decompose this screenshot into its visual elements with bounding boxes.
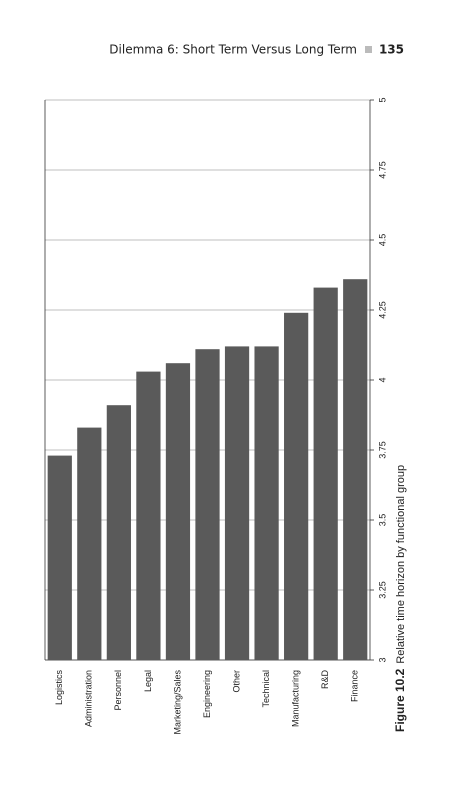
caption: Figure 10.2 Relative time horizon by func… — [393, 465, 407, 732]
page-number: 135 — [379, 43, 404, 57]
x-tick-label: Engineering — [202, 670, 212, 718]
x-tick-label: Logistics — [54, 670, 64, 706]
x-tick-label: Technical — [261, 670, 271, 708]
separator — [365, 46, 372, 53]
y-tick-label: 4.25 — [377, 301, 387, 319]
bar — [165, 363, 191, 660]
running-title: Dilemma 6: Short Term Versus Long Term — [109, 43, 357, 57]
x-tick-label: Manufacturing — [291, 670, 301, 727]
x-tick-label: Other — [231, 670, 241, 693]
bar — [136, 371, 161, 660]
x-tick-label: R&D — [320, 670, 330, 690]
y-tick-label: 5 — [377, 97, 387, 102]
bar — [224, 346, 250, 660]
bar — [77, 427, 102, 660]
x-tick-label: Administration — [84, 670, 94, 727]
figure-title: Relative time horizon by functional grou… — [395, 465, 407, 664]
bar — [106, 405, 131, 660]
x-tick-label: Legal — [143, 670, 153, 692]
figure-label: Figure 10.2 — [393, 668, 407, 732]
x-tick-label: Finance — [350, 670, 360, 702]
y-tick-label: 4.5 — [377, 234, 387, 247]
bar — [47, 455, 72, 660]
y-tick-label: 3 — [377, 657, 387, 662]
bar — [284, 312, 309, 660]
bar — [343, 279, 368, 660]
x-tick-label: Marketing/Sales — [172, 670, 182, 735]
x-tick-label: Personnel — [113, 670, 123, 711]
bar — [313, 287, 338, 660]
y-tick-label: 4 — [377, 377, 387, 382]
y-tick-label: 3.5 — [377, 514, 387, 527]
y-tick-label: 3.75 — [377, 441, 387, 459]
bar — [195, 349, 220, 660]
bar — [254, 346, 279, 660]
y-tick-label: 3.25 — [377, 581, 387, 599]
y-tick-label: 4.75 — [377, 161, 387, 179]
